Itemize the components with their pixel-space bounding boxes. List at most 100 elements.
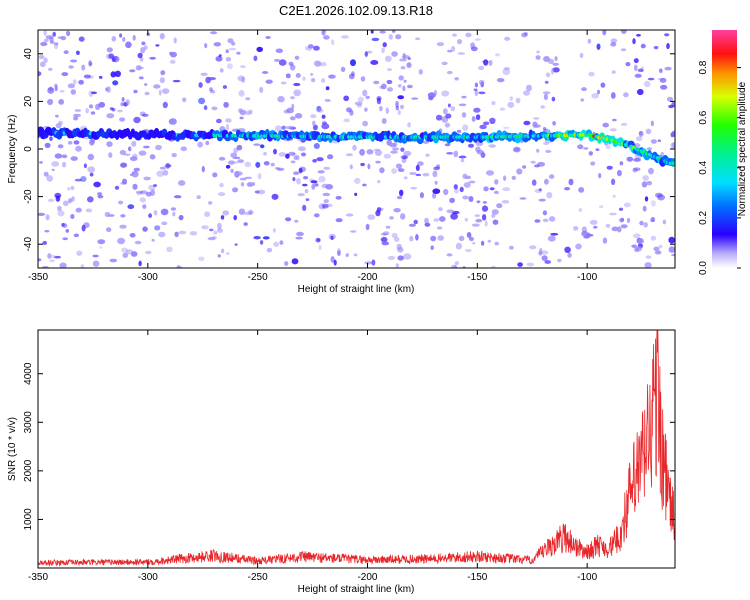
spectrogram-noise-cell [198, 82, 203, 88]
spectrogram-noise-cell [587, 38, 592, 44]
spectrogram-noise-cell [648, 167, 654, 175]
spectrogram-noise-cell [645, 128, 652, 135]
spectrogram-noise-cell [67, 83, 75, 89]
spectrogram-noise-cell [388, 34, 393, 40]
spectrogram-noise-cell [533, 117, 540, 120]
spectrogram-noise-cell [452, 33, 457, 37]
spectrogram-noise-cell [345, 253, 349, 257]
spectrogram-noise-cell [491, 209, 499, 215]
spectrogram-noise-cell [311, 183, 316, 190]
spectrogram-noise-cell [293, 82, 301, 87]
spectrogram-noise-cell [444, 143, 451, 147]
spectrogram-noise-cell [290, 96, 295, 100]
spectrogram-noise-cell [468, 196, 474, 202]
spectrogram-noise-cell [97, 239, 106, 245]
spectrogram-noise-cell [578, 208, 583, 212]
spectrogram-noise-cell [92, 260, 100, 267]
spectrogram-noise-cell [495, 53, 500, 57]
bottom-x-axis-label: Height of straight line (km) [298, 584, 415, 595]
spectrogram-noise-cell [523, 90, 530, 96]
spectrogram-noise-cell [172, 79, 181, 83]
spectrogram-noise-cell [225, 118, 232, 123]
spectrogram-noise-cell [294, 113, 303, 119]
spectrogram-noise-cell [602, 30, 607, 36]
spectrogram-noise-cell [310, 72, 314, 76]
top-x-axis-label: Height of straight line (km) [298, 284, 415, 295]
spectrogram-noise-cell [343, 95, 350, 102]
spectrogram-noise-cell [446, 70, 453, 75]
spectrogram-noise-cell [552, 62, 559, 66]
spectrogram-noise-cell [392, 147, 399, 151]
spectrogram-noise-cell [142, 226, 148, 232]
spectrogram-noise-cell [138, 76, 144, 80]
spectrogram-noise-cell [383, 153, 392, 159]
spectrogram-noise-cell [161, 221, 168, 226]
spectrogram-noise-cell [611, 226, 619, 232]
spectrogram-noise-cell [432, 170, 438, 178]
spectrogram-noise-cell [379, 85, 384, 89]
spectrogram-noise-cell [330, 235, 334, 240]
spectrogram-noise-cell [493, 190, 499, 195]
spectrogram-noise-cell [633, 233, 641, 239]
spectrogram-noise-cell [277, 96, 285, 103]
spectrogram-noise-cell [542, 218, 549, 223]
spectrogram-noise-cell [275, 48, 283, 54]
spectrogram-noise-cell [321, 78, 326, 83]
spectrogram-noise-cell [475, 114, 481, 121]
spectrogram-noise-cell [44, 230, 50, 233]
spectrogram-noise-cell [623, 92, 629, 98]
spectrogram-noise-cell [178, 180, 186, 186]
spectrogram-noise-cell [387, 87, 393, 92]
spectrogram-noise-cell [364, 51, 368, 57]
spectrogram-noise-cell [395, 100, 399, 108]
spectrogram-noise-cell [400, 104, 404, 110]
spectrogram-noise-cell [395, 105, 399, 111]
spectrogram-noise-cell [544, 178, 549, 185]
spectrogram-noise-cell [259, 144, 265, 149]
spectrogram-noise-cell [54, 153, 63, 159]
spectrogram-noise-cell [411, 97, 419, 100]
spectrogram-noise-cell [57, 36, 64, 39]
spectrogram-noise-cell [633, 64, 638, 72]
spectrogram-noise-cell [265, 79, 273, 84]
spectrogram-noise-cell [502, 187, 511, 192]
spectrogram-noise-cell [293, 89, 302, 97]
spectrogram-noise-cell [483, 121, 490, 126]
spectrogram-noise-cell [244, 211, 253, 216]
spectrogram-noise-cell [162, 101, 168, 109]
snr-panel: -350 -300 -250 -200 -150 -100 1000 2000 3000 400… [7, 329, 676, 595]
spectrogram-noise-cell [222, 85, 227, 89]
spectrogram-noise-cell [204, 211, 211, 217]
colorbar-tick-label: 0.8 [698, 60, 709, 74]
spectrogram-noise-cell [523, 31, 529, 36]
spectrogram-noise-cell [439, 216, 446, 222]
spectrogram-noise-cell [104, 87, 109, 92]
spectrogram-noise-cell [85, 107, 89, 114]
spectrogram-noise-cell [142, 204, 147, 210]
spectrogram-noise-cell [51, 168, 55, 172]
spectrogram-noise-cell [236, 144, 243, 151]
spectrogram-noise-cell [581, 87, 587, 92]
spectrogram-noise-cell [302, 204, 307, 211]
spectrogram-noise-cell [578, 187, 585, 193]
spectrogram-noise-cell [387, 255, 396, 260]
spectrogram-noise-cell [301, 152, 306, 157]
spectrogram-noise-cell [65, 229, 70, 233]
spectrogram-noise-cell [162, 88, 170, 94]
spectrogram-noise-cell [67, 141, 73, 145]
spectrogram-noise-cell [552, 67, 560, 73]
spectrogram-noise-cell [327, 154, 334, 160]
spectrogram-noise-cell [256, 46, 264, 53]
spectrogram-noise-cell [381, 83, 387, 90]
spectrogram-noise-cell [397, 109, 401, 116]
spectrogram-noise-cell [174, 231, 179, 238]
spectrogram-noise-cell [472, 242, 476, 245]
spectrogram-noise-cell [209, 89, 216, 94]
spectrogram-noise-cell [90, 111, 96, 115]
spectrogram-noise-cell [63, 50, 69, 55]
spectrogram-noise-cell [225, 164, 231, 169]
spectrogram-noise-cell [451, 45, 456, 52]
spectrogram-noise-cell [290, 64, 296, 71]
spectrogram-noise-cell [632, 38, 636, 45]
spectrogram-noise-cell [230, 152, 238, 158]
